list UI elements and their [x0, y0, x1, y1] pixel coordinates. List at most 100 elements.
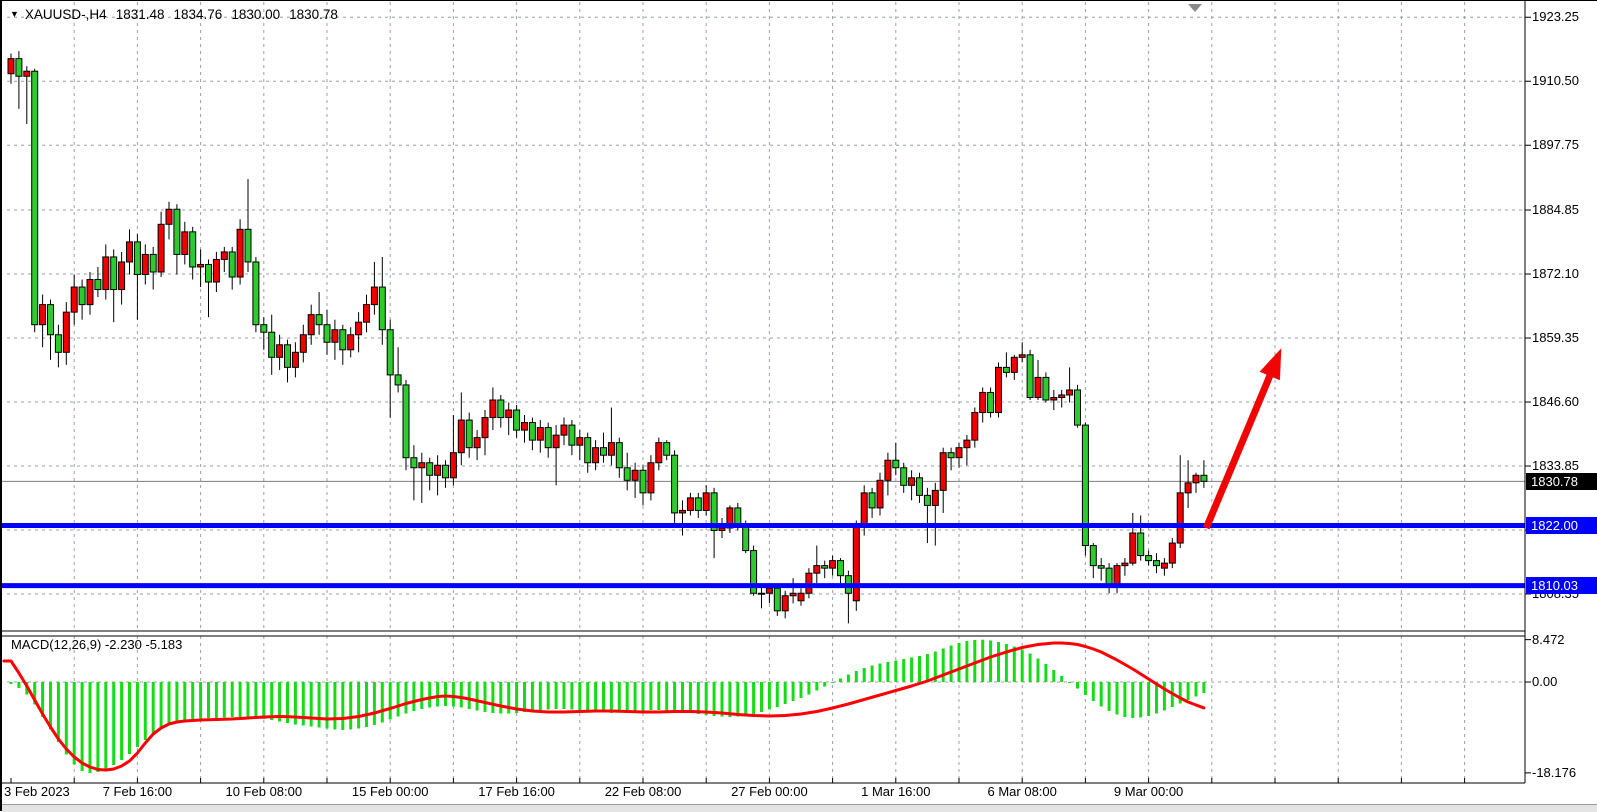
time-axis-label: 22 Feb 08:00: [604, 784, 682, 799]
time-axis-label: 27 Feb 00:00: [731, 784, 808, 799]
candle-body: [797, 592, 805, 602]
indicator-signal-value: -5.183: [145, 637, 183, 652]
macd-histogram-bar: [933, 651, 937, 682]
candle-body: [489, 399, 497, 419]
candle-body: [592, 447, 600, 464]
symbol-period-label: XAUUSD-,H4: [24, 7, 107, 22]
macd-histogram-bar: [728, 682, 732, 717]
trend-arrow-head[interactable]: [1259, 348, 1282, 381]
candle-body: [157, 223, 165, 273]
candle-body: [979, 391, 987, 414]
candle-body: [623, 467, 631, 481]
macd-histogram-bar: [554, 682, 558, 709]
macd-histogram-bar: [609, 682, 613, 713]
candle-body: [505, 409, 513, 419]
candle-body: [1137, 532, 1145, 557]
chevron-down-icon[interactable]: ▼: [10, 9, 19, 19]
candle-body: [1010, 356, 1018, 373]
candle-body: [568, 424, 576, 446]
candle-body: [15, 58, 23, 77]
macd-histogram-bar: [238, 682, 242, 717]
macd-histogram-bar: [523, 682, 526, 712]
time-axis-label: 17 Feb 16:00: [478, 784, 555, 799]
candle-body: [1113, 565, 1121, 587]
macd-histogram-bar: [823, 682, 827, 687]
candle-body: [47, 304, 54, 336]
candle-body: [1081, 424, 1089, 547]
macd-histogram-bar: [862, 668, 866, 682]
candle-body: [228, 251, 236, 278]
candle-body: [165, 208, 173, 225]
macd-histogram-bar: [625, 682, 629, 712]
macd-histogram-bar: [396, 682, 400, 717]
candle-body: [1200, 474, 1208, 482]
macd-histogram-bar: [214, 682, 218, 718]
candle-body: [607, 442, 615, 456]
candle-body: [410, 457, 418, 469]
macd-histogram-bar: [56, 682, 60, 742]
price-axis-label: 1872.10: [1532, 266, 1579, 281]
macd-histogram-bar: [878, 663, 882, 682]
macd-histogram-bar: [1052, 670, 1056, 682]
macd-histogram-bar: [1099, 682, 1103, 707]
price-axis-label: 1910.50: [1532, 73, 1579, 89]
macd-histogram-bar: [744, 682, 748, 716]
candle-body: [694, 497, 702, 511]
candle-body: [995, 366, 1002, 414]
window-bottom-strip: [2, 804, 1597, 812]
candle-body: [39, 304, 47, 326]
macd-histogram-bar: [617, 682, 621, 713]
candle-body: [686, 497, 694, 511]
candle-body: [1184, 482, 1192, 494]
macd-histogram-bar: [1068, 682, 1072, 683]
macd-histogram-bar: [807, 682, 811, 695]
candle-body: [1026, 354, 1034, 398]
time-axis-label: 3 Feb 2023: [4, 784, 70, 799]
candle-body: [54, 334, 62, 353]
macd-histogram-bar: [902, 659, 906, 682]
candle-body: [457, 419, 465, 454]
macd-histogram-bar: [831, 682, 835, 683]
candle-body: [710, 492, 718, 532]
candle-body: [900, 467, 908, 486]
candle-body: [473, 437, 481, 449]
time-axis-scale[interactable]: 3 Feb 2023 7 Feb 16:00 10 Feb 08:00 15 Feb …: [2, 784, 1597, 804]
macd-signal-line: [2, 641, 1206, 772]
candle-body: [197, 263, 205, 268]
candle-body: [189, 231, 197, 268]
candle-body: [1058, 394, 1066, 398]
candle-body: [1097, 565, 1105, 569]
chart-shift-marker-icon[interactable]: [1188, 4, 1202, 12]
macd-histogram-bar: [910, 657, 914, 682]
candle-body: [284, 344, 291, 368]
macd-histogram-bar: [135, 682, 139, 747]
candle-body: [750, 550, 758, 594]
macd-histogram-bar: [736, 682, 740, 717]
candle-body: [173, 208, 181, 255]
candle-body: [813, 565, 821, 574]
candle-body: [110, 256, 118, 291]
macd-histogram-bar: [578, 682, 582, 710]
macd-histogram-bar: [957, 643, 961, 682]
macd-histogram-bar: [357, 682, 361, 729]
candle-body: [1192, 474, 1200, 484]
trend-arrow-shaft[interactable]: [1203, 370, 1275, 530]
macd-histogram-bar: [1155, 682, 1158, 714]
macd-histogram-bar: [270, 682, 274, 720]
macd-histogram-bar: [262, 682, 266, 719]
macd-histogram-bar: [404, 682, 408, 714]
macd-histogram-bar: [515, 682, 519, 713]
candle-body: [1160, 562, 1168, 569]
candle-body: [923, 494, 931, 506]
candle-body: [781, 595, 789, 612]
macd-histogram-bar: [380, 682, 384, 723]
candle-body: [299, 334, 307, 353]
macd-histogram-bar: [1020, 649, 1024, 682]
macd-histogram-bar: [791, 682, 795, 701]
price-axis-label: 1846.60: [1532, 394, 1579, 409]
macd-histogram-bar: [633, 682, 637, 711]
candle-body: [773, 587, 781, 612]
candle-body: [884, 459, 892, 481]
candle-body: [1168, 542, 1176, 564]
